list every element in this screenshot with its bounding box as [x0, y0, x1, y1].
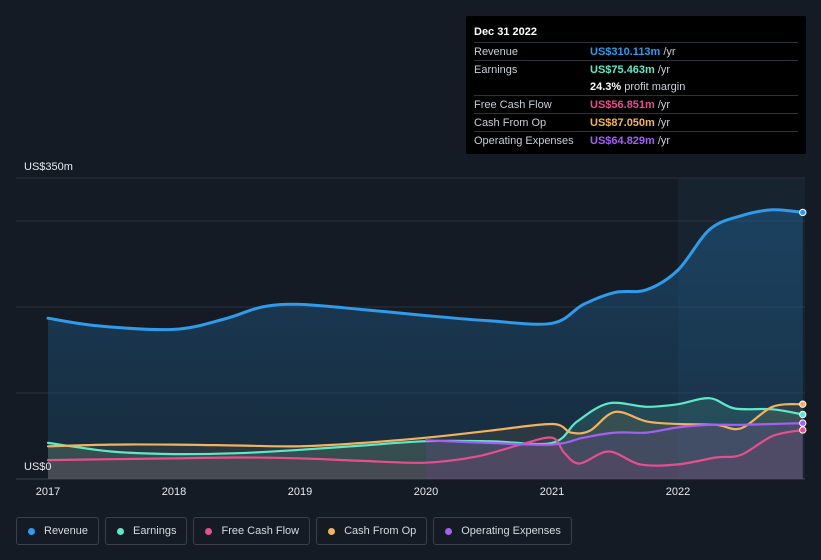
legend: Revenue Earnings Free Cash Flow Cash From O… [16, 517, 572, 545]
legend-dot-icon [205, 527, 213, 535]
tooltip-label: Revenue [474, 45, 519, 58]
tooltip-row: Earnings US$75.463m/yr [474, 60, 798, 78]
legend-item-free-cash-flow[interactable]: Free Cash Flow [193, 517, 311, 545]
tooltip-value: US$56.851m [590, 98, 655, 111]
tooltip-value: US$75.463m [590, 63, 655, 76]
legend-item-operating-expenses[interactable]: Operating Expenses [433, 517, 572, 545]
series-end-point-cash-from-op [799, 400, 807, 408]
tooltip-unit: /yr [657, 98, 671, 111]
legend-label: Operating Expenses [461, 525, 561, 537]
series-end-point-revenue [799, 208, 807, 217]
legend-item-revenue[interactable]: Revenue [16, 517, 100, 545]
series-area-earnings [48, 398, 803, 479]
legend-dot-icon [28, 527, 35, 535]
tooltip-value: 24.3% [590, 80, 622, 93]
tooltip-value: US$64.829m [590, 134, 655, 147]
x-tick-label: 2019 [288, 486, 312, 498]
tooltip-unit: /yr [657, 116, 671, 129]
legend-dot-icon [328, 527, 336, 535]
series-line-revenue [46, 208, 805, 332]
x-tick-label: 2022 [666, 486, 690, 498]
tooltip-label: Operating Expenses [474, 134, 574, 147]
legend-item-earnings[interactable]: Earnings [105, 517, 188, 545]
x-tick-label: 2021 [540, 486, 564, 498]
legend-label: Cash From Op [344, 525, 417, 537]
tooltip-value: US$310.113m [590, 45, 661, 58]
tooltip-row: Free Cash Flow US$56.851m/yr [474, 95, 798, 113]
legend-label: Free Cash Flow [221, 525, 300, 537]
tooltip-row: Revenue US$310.113m/yr [474, 42, 798, 60]
tooltip-unit: /yr [657, 63, 671, 76]
legend-dot-icon [117, 527, 125, 535]
tooltip-panel: Dec 31 2022 Revenue US$310.113m/yr Earning… [466, 16, 806, 154]
tooltip-unit: /yr [663, 45, 676, 58]
series-line-free-cash-flow [46, 428, 804, 467]
tooltip-label: Cash From Op [474, 116, 547, 129]
legend-dot-icon [445, 527, 453, 535]
series-area-free-cash-flow [48, 430, 803, 479]
y-axis-top-label: US$350m [24, 161, 73, 173]
y-axis-bottom-label: US$0 [24, 461, 52, 473]
x-tick-label: 2020 [414, 486, 438, 498]
tooltip-row: Operating Expenses US$64.829m/yr [474, 131, 798, 149]
tooltip-label: Free Cash Flow [474, 98, 552, 111]
tooltip-row: Cash From Op US$87.050m/yr [474, 113, 798, 131]
legend-label: Revenue [44, 525, 89, 537]
series-area-operating-expenses [426, 423, 803, 479]
tooltip-row: 24.3% profit margin [474, 78, 798, 95]
tooltip-date: Dec 31 2022 [474, 26, 537, 38]
tooltip-value: US$87.050m [590, 116, 655, 129]
series-end-point-earnings [799, 410, 807, 419]
tooltip-unit: /yr [657, 134, 671, 147]
legend-label: Earnings [133, 525, 177, 537]
series-line-operating-expenses [424, 422, 804, 446]
series-end-point-free-cash-flow [799, 426, 807, 434]
series-line-earnings [46, 397, 804, 456]
series-end-point-operating-expenses [799, 419, 807, 427]
x-tick-label: 2018 [162, 486, 186, 498]
legend-item-cash-from-op[interactable]: Cash From Op [316, 517, 428, 545]
tooltip-label: Earnings [474, 63, 518, 76]
tooltip-unit: profit margin [624, 80, 686, 93]
x-tick-label: 2017 [36, 486, 60, 498]
